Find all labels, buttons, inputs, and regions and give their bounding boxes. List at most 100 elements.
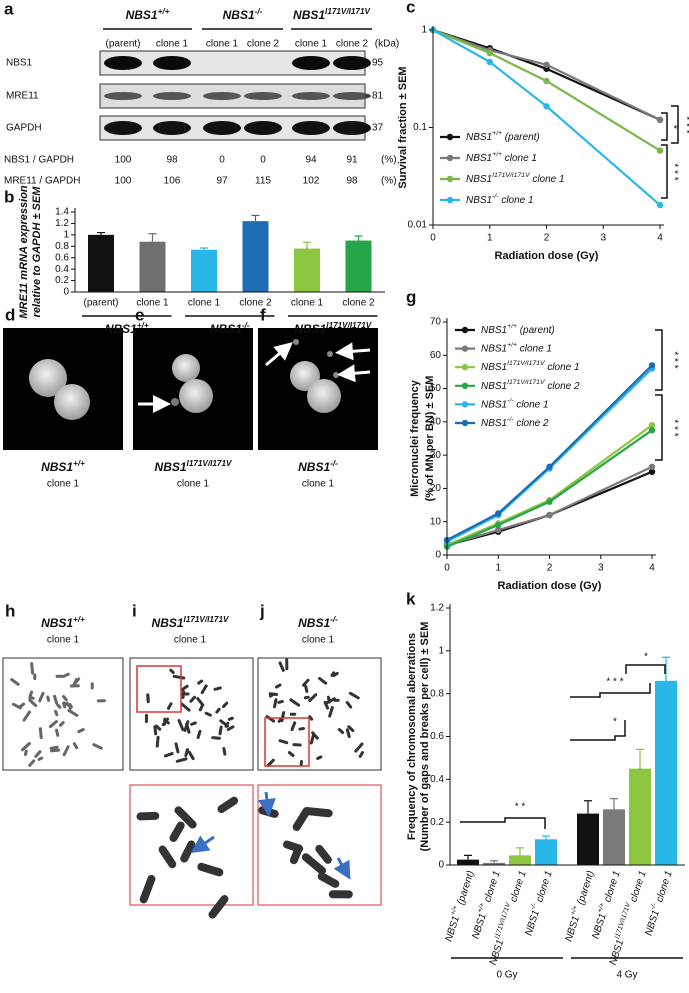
zoom-box [264,717,310,767]
chromosome [21,742,31,752]
y-tick-label: 0.8 [55,241,69,252]
chromosome [348,691,360,700]
chromosome [323,700,330,710]
series-line [446,465,653,547]
chromosome [38,727,43,740]
bar [509,855,531,865]
series-line [432,28,661,152]
legend-label: NBS1+/+ clone 1 [466,151,537,164]
band [292,121,330,135]
chromosome [187,750,195,761]
point [543,77,550,85]
chromosome [56,703,62,709]
x-tick-label: 0 [444,563,450,574]
chromosome [221,701,229,709]
point [546,498,553,505]
bar [88,234,114,292]
band [203,121,241,135]
chromosome [208,895,229,919]
chromosome [289,712,297,716]
micronucleus [333,372,339,378]
x-tick-label: clone 1 [136,298,169,309]
chromosome [303,695,310,700]
ratio-value: 115 [255,176,271,187]
chromosome [30,662,35,675]
legend-label: NBS1I171V/I171V clone 2 [481,379,580,392]
x-tick-label: (parent) [83,298,118,309]
chromosome [33,673,37,681]
y-tick-label: 0.1 [413,122,427,133]
x-axis-label: Radiation dose (Gy) [495,250,599,262]
bracket [671,105,679,144]
caption: clone 1 [302,635,335,646]
chromosome [144,713,148,724]
chromosome [358,750,365,758]
bracket [655,394,663,461]
point [495,521,502,529]
point [648,463,656,470]
bracket [570,720,626,741]
chromosome [90,682,94,690]
bar [457,859,479,865]
chromosome [146,693,150,702]
y-tick-label: 1.4 [55,207,69,218]
group-label: NBS1+/+ [105,321,149,336]
axes [449,604,685,866]
y-tick-label: 1 [438,645,444,656]
error-bar [662,656,670,681]
nucleus [179,379,213,413]
nucleus [172,354,200,382]
micrograph-d [3,328,123,450]
chromosome [10,678,20,686]
chromosome [96,699,106,703]
ratio-value: 100 [115,155,132,166]
caption: NBS1-/- [298,459,338,474]
band [104,56,142,70]
bracket [655,329,663,391]
nucleus [54,384,90,420]
point [648,426,656,434]
chromosome [265,715,276,723]
caption: clone 1 [47,479,80,490]
chromosome [222,746,227,756]
chromosome [189,695,197,703]
chromosome [50,748,61,753]
legend-marker [461,382,469,389]
chromosome [287,751,295,758]
chromosome [175,757,188,763]
chromosome [299,759,303,767]
chromosome [226,725,235,732]
error-bar [200,247,208,250]
chromosome [28,698,38,708]
legend-marker [461,364,469,371]
chromosome [266,758,275,767]
chromosome [197,679,204,685]
chromosome [196,729,202,740]
chromosome [158,845,177,869]
image-frame [129,657,254,771]
y-tick-label: 70 [430,317,442,328]
significance: * * * [668,163,679,180]
bar [191,249,217,292]
y-tick-label: 0 [438,860,444,871]
chromosome [273,698,278,709]
panel-label: b [4,187,14,206]
caption: NBS1I171V/I171V [152,615,230,630]
y-tick-label: 1 [63,229,69,240]
point [495,526,502,534]
legend-marker [461,345,469,352]
chromosome [328,706,334,718]
error-bar [542,835,550,840]
band [104,92,142,100]
bar [242,221,269,292]
y-tick-label: 0.4 [55,264,69,275]
significance: * [667,125,678,129]
micronucleus [293,339,299,345]
x-tick-label: 0 [430,233,436,244]
chromosome [275,683,282,689]
chromosome [219,719,230,728]
legend-label: NBS1+/+ (parent) [466,130,540,143]
ratio-value: 100 [115,176,132,187]
chromosome [315,844,332,864]
significance: * [613,717,617,728]
